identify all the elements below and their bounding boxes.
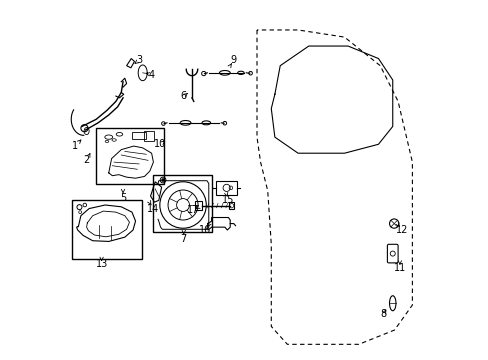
Text: 6: 6 bbox=[181, 91, 186, 101]
Text: 17: 17 bbox=[186, 205, 199, 215]
Text: 13: 13 bbox=[95, 259, 107, 269]
Text: 9: 9 bbox=[230, 55, 236, 65]
Text: 16: 16 bbox=[199, 225, 211, 235]
Text: 14: 14 bbox=[147, 203, 159, 213]
Text: 15: 15 bbox=[222, 195, 234, 204]
Circle shape bbox=[162, 179, 164, 181]
Text: 11: 11 bbox=[393, 262, 405, 273]
Text: 4: 4 bbox=[148, 69, 154, 80]
Text: 8: 8 bbox=[380, 309, 386, 319]
Text: 12: 12 bbox=[395, 225, 407, 235]
Text: 5: 5 bbox=[120, 193, 126, 203]
Text: 2: 2 bbox=[83, 156, 90, 165]
Text: 10: 10 bbox=[154, 139, 166, 149]
Text: 3: 3 bbox=[136, 55, 142, 65]
Text: 1: 1 bbox=[72, 141, 78, 151]
Text: 7: 7 bbox=[180, 234, 186, 244]
